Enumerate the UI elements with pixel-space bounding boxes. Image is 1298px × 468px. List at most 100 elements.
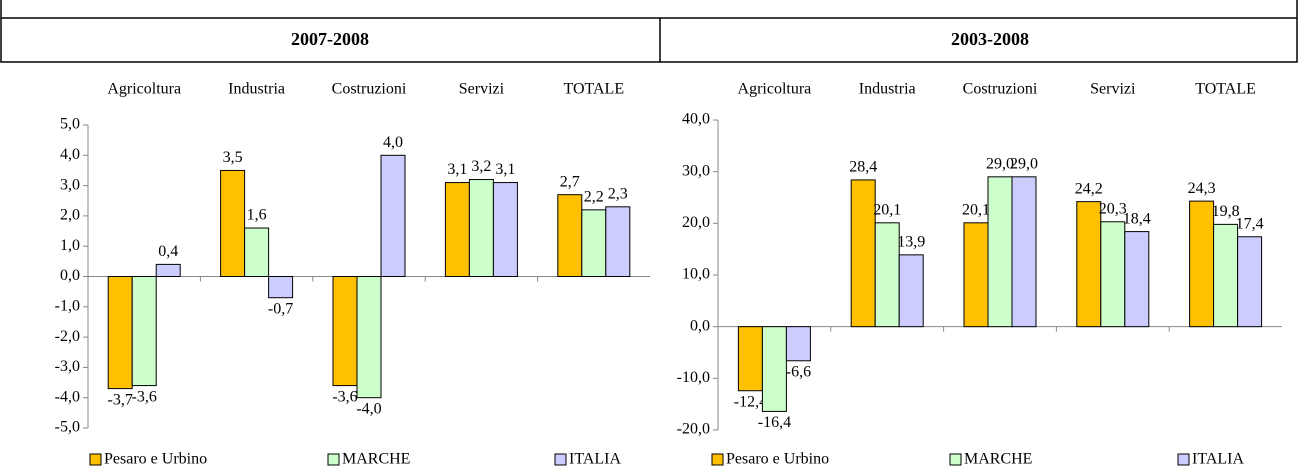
legend-swatch [89,453,102,466]
y-tick-label: 3,0 [60,176,80,193]
legend-swatch [554,453,567,466]
bar [1100,221,1126,328]
y-tick-label: -5,0 [55,419,80,436]
y-tick-label: -3,0 [55,358,80,375]
category-label: Costruzioni [963,81,1038,98]
bar [898,254,924,328]
data-label: -3,6 [132,388,157,405]
bar [557,194,583,277]
bar [220,169,246,277]
category-label: TOTALE [563,81,624,98]
y-tick-label: 0,0 [60,267,80,284]
category-label: Servizi [459,81,505,98]
legend-swatch [949,453,962,466]
data-label: -16,4 [758,414,791,431]
data-label: 4,0 [383,134,403,151]
y-tick-label: 20,0 [682,214,710,231]
data-label: 13,9 [897,234,925,251]
category-label: TOTALE [1195,81,1256,98]
table-frame [0,0,1298,63]
bar [874,222,900,328]
legend-label: Pesaro e Urbino [104,451,207,468]
y-tick-label: 4,0 [60,146,80,163]
data-label: -6,6 [786,363,811,380]
category-label: Agricoltura [738,81,812,98]
category-label: Agricoltura [107,81,181,98]
data-label: -12,4 [734,393,767,410]
data-label: 3,5 [223,149,243,166]
data-label: 19,8 [1212,203,1240,220]
data-label: -3,7 [108,391,133,408]
bar [963,222,989,328]
data-label: 3,1 [495,161,515,178]
category-label: Costruzioni [332,81,407,98]
legend-label: ITALIA [569,451,621,468]
bar [1237,236,1263,328]
category-label: Industria [859,81,916,98]
bar [1189,200,1215,328]
bar [1213,223,1239,328]
y-tick-label: 0,0 [690,317,710,334]
category-label: Servizi [1090,81,1136,98]
data-label: 29,0 [986,156,1014,173]
data-label: 3,2 [471,158,491,175]
bar [444,182,470,278]
bar [380,154,406,277]
y-tick-label: 5,0 [60,116,80,133]
data-label: -3,6 [332,388,357,405]
y-tick-label: -1,0 [55,297,80,314]
bar [244,227,270,278]
y-tick-label: 10,0 [682,266,710,283]
panel-title: 2007-2008 [291,29,369,49]
data-label: 20,3 [1099,200,1127,217]
data-label: 24,3 [1188,180,1216,197]
bar [332,276,358,387]
bar [737,326,763,392]
legend-label: MARCHE [964,451,1032,468]
bar [1124,231,1150,328]
bar [987,176,1013,328]
data-label: 2,2 [584,189,604,206]
bar [131,276,157,387]
y-tick-label: 40,0 [682,111,710,128]
bar [268,276,294,299]
data-label: 0,4 [158,243,178,260]
bar [850,179,876,328]
data-label: 24,2 [1075,180,1103,197]
bar [1011,176,1037,328]
bar [605,206,631,277]
bar [785,326,811,362]
y-tick-label: 1,0 [60,237,80,254]
bar [1076,201,1102,328]
bar [492,182,518,278]
data-label: 28,4 [849,159,877,176]
legend-label: Pesaro e Urbino [726,451,829,468]
bar [107,276,133,390]
data-label: 20,1 [962,201,990,218]
y-tick-label: 30,0 [682,162,710,179]
panel-title: 2003-2008 [951,29,1029,49]
bar [761,326,787,412]
bar [581,209,607,277]
data-label: 2,7 [560,173,580,190]
data-label: 17,4 [1236,215,1264,232]
legend-swatch [327,453,340,466]
bar [468,179,494,277]
data-label: 3,1 [447,161,467,178]
y-tick-label: 2,0 [60,207,80,224]
legend-swatch [711,453,724,466]
bar [155,263,181,278]
category-label: Industria [228,81,285,98]
legend-label: ITALIA [1192,451,1244,468]
y-tick-label: -2,0 [55,328,80,345]
y-tick-label: -10,0 [677,369,710,386]
legend-swatch [1177,453,1190,466]
data-label: 2,3 [608,185,628,202]
y-tick-label: -4,0 [55,388,80,405]
y-tick-label: -20,0 [677,421,710,438]
data-label: -4,0 [356,400,381,417]
data-label: 18,4 [1123,210,1151,227]
data-label: 1,6 [247,207,267,224]
legend-label: MARCHE [342,451,410,468]
